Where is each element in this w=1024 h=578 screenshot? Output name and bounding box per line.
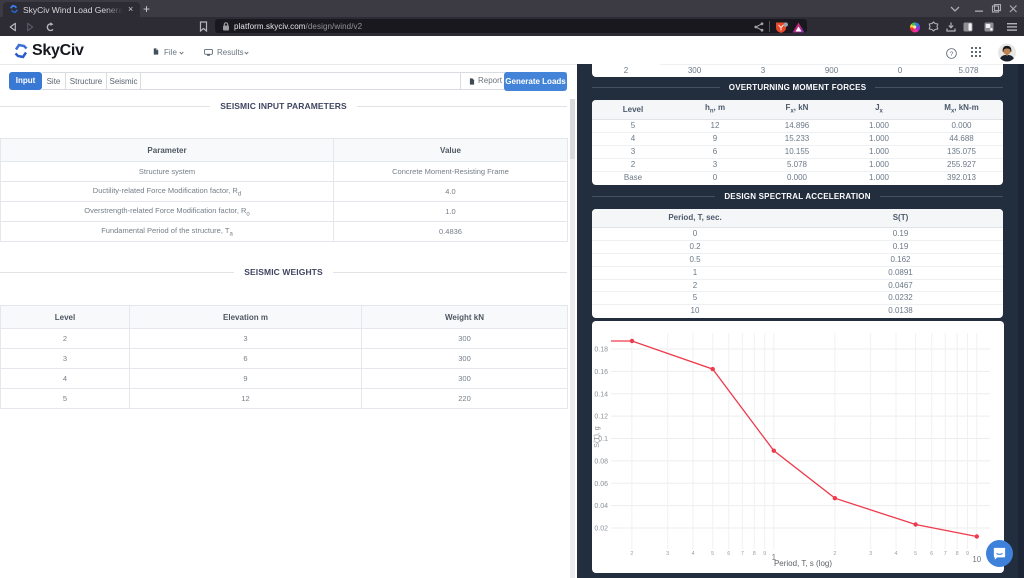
svg-text:0.08: 0.08 — [594, 458, 608, 465]
svg-text:0.04: 0.04 — [594, 503, 608, 510]
svg-text:0.16: 0.16 — [594, 369, 608, 376]
svg-text:6: 6 — [930, 551, 933, 557]
svg-text:9: 9 — [966, 551, 969, 557]
svg-text:3: 3 — [666, 551, 669, 557]
svg-text:4: 4 — [894, 551, 897, 557]
svg-text:9: 9 — [763, 551, 766, 557]
svg-text:3: 3 — [869, 551, 872, 557]
svg-text:0.06: 0.06 — [594, 481, 608, 488]
svg-text:S(T), g: S(T), g — [594, 426, 601, 447]
svg-text:Period, T, s (log): Period, T, s (log) — [774, 559, 832, 568]
svg-text:5: 5 — [711, 551, 714, 557]
svg-text:0.02: 0.02 — [594, 526, 608, 533]
svg-text:0.12: 0.12 — [594, 414, 608, 421]
svg-text:4: 4 — [691, 551, 694, 557]
svg-text:10: 10 — [972, 555, 981, 564]
svg-text:0.14: 0.14 — [594, 391, 608, 398]
svg-text:7: 7 — [741, 551, 744, 557]
svg-text:5: 5 — [914, 551, 917, 557]
svg-text:6: 6 — [727, 551, 730, 557]
svg-text:2: 2 — [630, 551, 633, 557]
svg-text:8: 8 — [753, 551, 756, 557]
svg-text:1: 1 — [772, 553, 777, 562]
svg-text:8: 8 — [956, 551, 959, 557]
svg-text:?: ? — [950, 51, 954, 58]
svg-text:7: 7 — [944, 551, 947, 557]
svg-text:0.1: 0.1 — [598, 436, 608, 443]
svg-text:0.18: 0.18 — [594, 347, 608, 354]
svg-text:2: 2 — [833, 551, 836, 557]
